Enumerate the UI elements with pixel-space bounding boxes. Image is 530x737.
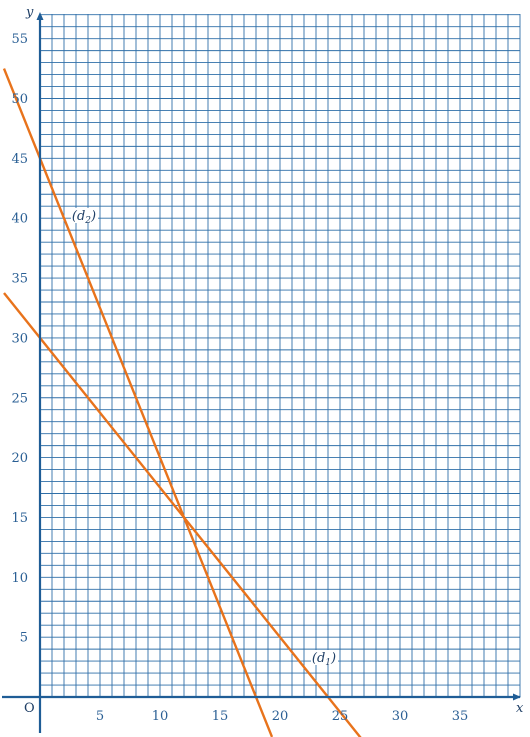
grid xyxy=(39,14,521,698)
line-label-background xyxy=(311,650,338,665)
annotations: x y O (d1) (d2) xyxy=(24,5,524,716)
origin-label: O xyxy=(24,701,35,716)
x-tick-label: 20 xyxy=(272,709,289,724)
tick-labels: 5 10 15 20 25 30 35 5 10 15 20 25 30 35 40 45 50 55 xyxy=(11,32,468,724)
series-line-d2 xyxy=(2,68,274,737)
y-tick-label: 10 xyxy=(11,571,28,586)
y-tick-label: 35 xyxy=(11,272,28,287)
series-line-d1 xyxy=(3,292,362,737)
y-tick-label: 20 xyxy=(11,451,28,466)
y-tick-label: 5 xyxy=(20,631,28,646)
x-tick-label: 25 xyxy=(332,709,349,724)
x-axis-label: x xyxy=(516,701,524,716)
y-tick-label: 15 xyxy=(11,511,28,526)
line-label-d1: (d1) xyxy=(312,651,336,668)
x-tick-label: 35 xyxy=(452,709,469,724)
x-tick-label: 15 xyxy=(212,709,229,724)
x-axis-arrow-icon xyxy=(513,693,521,701)
y-axis-arrow-icon xyxy=(36,12,44,20)
line-label-d2: (d2) xyxy=(72,209,96,226)
y-tick-label: 55 xyxy=(11,32,28,47)
x-tick-label: 10 xyxy=(152,709,169,724)
y-tick-label: 25 xyxy=(11,391,28,406)
x-tick-label: 5 xyxy=(96,709,104,724)
y-tick-label: 40 xyxy=(11,212,28,227)
axes xyxy=(2,12,521,733)
y-tick-label: 30 xyxy=(11,331,28,346)
line-label-background xyxy=(71,208,98,223)
series-lines xyxy=(2,68,362,737)
y-axis-label: y xyxy=(25,5,34,20)
y-tick-label: 45 xyxy=(11,152,28,167)
y-tick-label: 50 xyxy=(11,92,28,107)
x-tick-label: 30 xyxy=(392,709,409,724)
